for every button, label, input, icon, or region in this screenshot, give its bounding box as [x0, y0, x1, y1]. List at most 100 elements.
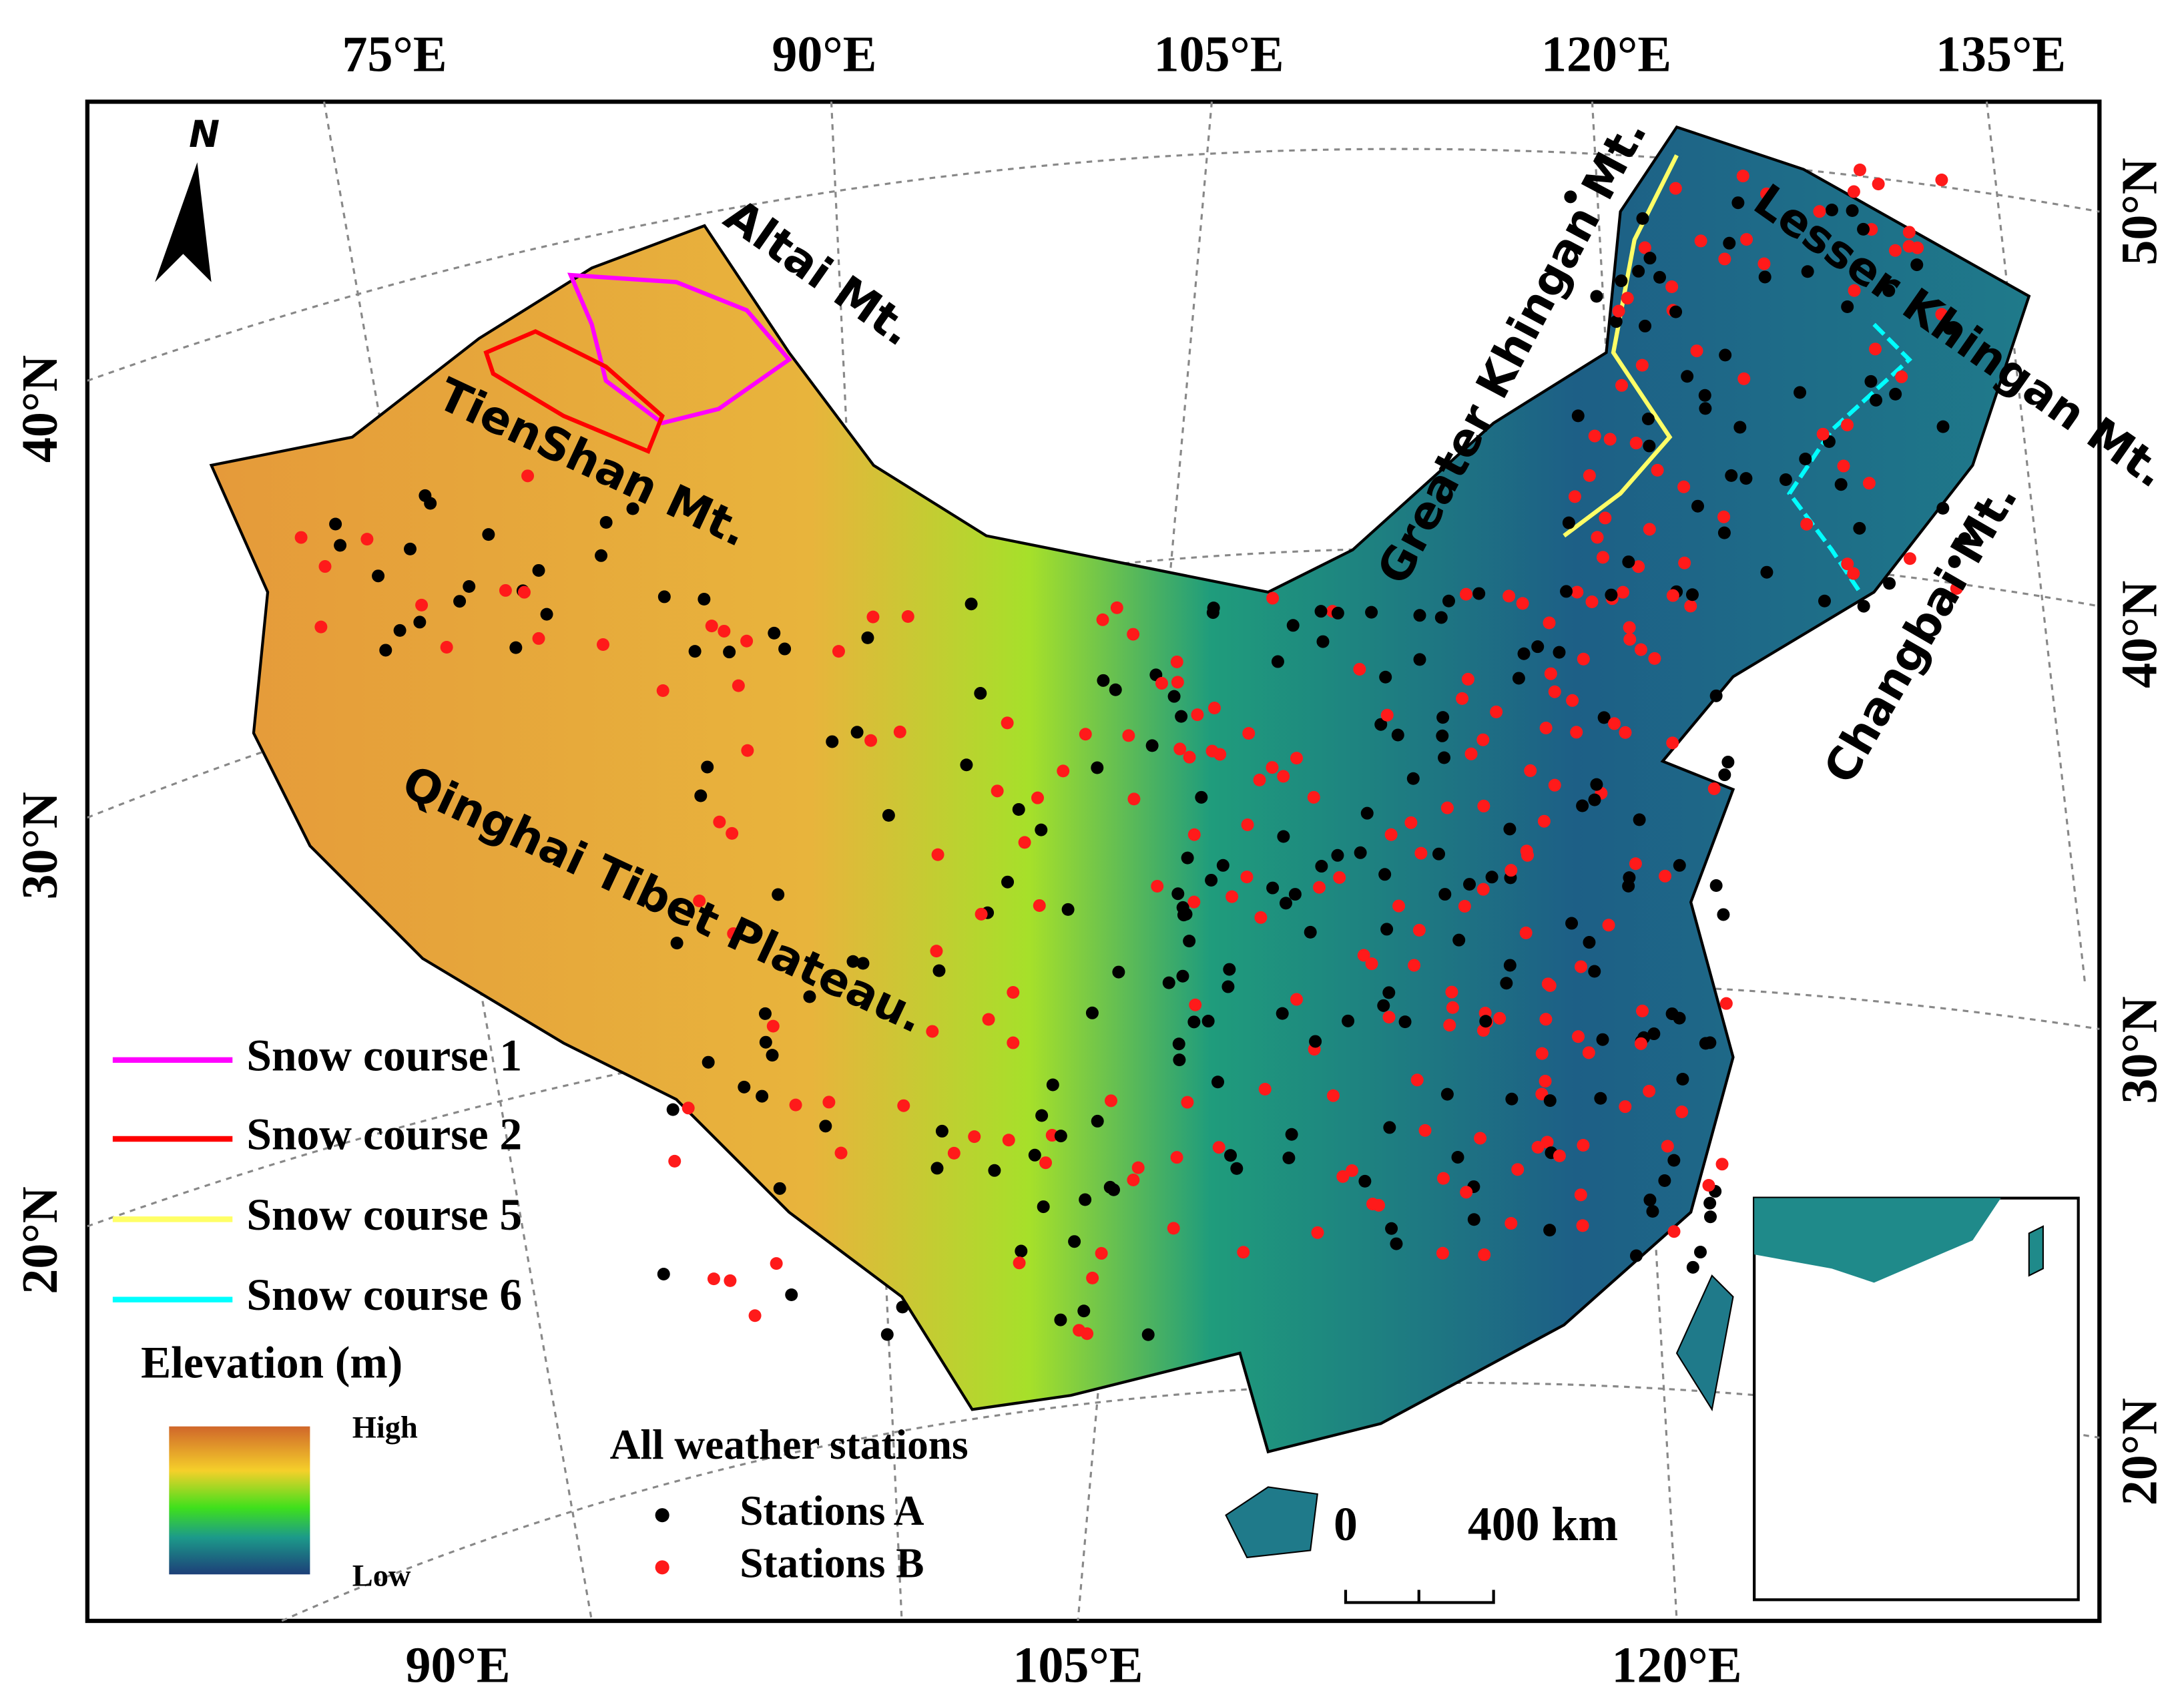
station-dot [626, 502, 639, 515]
station-dot [1641, 413, 1655, 426]
station-dot [1837, 459, 1850, 473]
station-dot [1847, 185, 1860, 198]
station-dot [1458, 900, 1471, 913]
station-dot [1012, 802, 1025, 816]
station-dot [1666, 736, 1679, 750]
station-dot [318, 560, 332, 573]
station-dot [1659, 869, 1672, 883]
station-dot [1634, 643, 1647, 656]
inset-land [1754, 1198, 2001, 1283]
station-dot [1127, 628, 1140, 641]
elevation-high: High [352, 1411, 418, 1445]
station-dot [1285, 1128, 1298, 1141]
station-dot [861, 631, 874, 644]
station-dot [1485, 871, 1498, 884]
station-dot [1326, 1089, 1340, 1102]
station-dot [698, 593, 711, 606]
station-dot [1438, 888, 1452, 901]
station-dot [1698, 389, 1711, 402]
station-dot [532, 632, 545, 645]
station-dot [756, 1090, 769, 1103]
top-lon-label: 75°E [342, 26, 447, 82]
station-dot [738, 1080, 751, 1094]
station-dot [1091, 1114, 1104, 1128]
station-dot [1266, 761, 1279, 774]
station-dot [1127, 1173, 1140, 1186]
station-dot [1410, 1073, 1424, 1087]
station-dot [1596, 551, 1609, 564]
station-dot [1307, 790, 1320, 804]
station-dot [688, 645, 702, 658]
legend-dot [655, 1560, 669, 1575]
station-dot [1910, 258, 1924, 272]
station-dot [1596, 1033, 1609, 1046]
station-dot [1230, 1162, 1244, 1175]
station-dot [1061, 903, 1075, 916]
station-dot [1539, 1074, 1552, 1087]
station-dot [819, 1120, 832, 1133]
station-dot [1669, 182, 1682, 195]
station-dot [1577, 1139, 1590, 1152]
station-dot [657, 1267, 670, 1280]
stations-legend-label: Stations A [740, 1487, 924, 1534]
station-dot [1172, 1037, 1185, 1051]
station-dot [1958, 532, 1971, 545]
station-dot [759, 1035, 772, 1049]
station-dot [1151, 880, 1164, 893]
station-dot [1717, 510, 1731, 523]
station-dot [1237, 1246, 1250, 1259]
station-dot [1643, 439, 1656, 453]
station-dot [1379, 670, 1392, 684]
right-lat-label: 50°N [2111, 158, 2167, 265]
station-dot [1669, 305, 1683, 318]
station-dot [1145, 739, 1159, 752]
north-arrow [155, 162, 212, 282]
station-dot [1170, 1151, 1183, 1164]
station-dot [1170, 655, 1183, 668]
station-dot [766, 1049, 779, 1062]
station-dot [1358, 1174, 1372, 1188]
station-dot [846, 955, 860, 968]
station-dot [1694, 234, 1707, 248]
station-dot [1590, 778, 1603, 791]
station-dot [1336, 1170, 1350, 1183]
station-dot [1548, 778, 1561, 792]
station-dot [1935, 308, 1948, 321]
station-dot [1635, 358, 1649, 372]
station-dot [1240, 871, 1254, 884]
station-dot [1187, 828, 1201, 841]
bottom-lon-label: 120°E [1612, 1637, 1742, 1693]
station-dot [1608, 717, 1621, 730]
station-dot [1665, 280, 1679, 294]
station-dot [1467, 1213, 1480, 1226]
station-dot [968, 1130, 981, 1144]
station-dot [1853, 164, 1866, 177]
station-dot [1691, 499, 1705, 513]
station-dot [1253, 773, 1266, 786]
station-dot [1028, 1148, 1041, 1162]
station-dot [1162, 976, 1175, 989]
station-dot [1095, 1246, 1108, 1260]
station-dot [930, 1162, 944, 1175]
station-dot [1531, 1140, 1545, 1154]
station-dot [732, 679, 745, 692]
station-dot [1629, 1249, 1643, 1262]
station-dot [1096, 613, 1109, 626]
station-dot [453, 595, 467, 608]
station-dot [1678, 556, 1691, 569]
station-dot [1109, 683, 1122, 696]
station-dot [822, 1096, 836, 1109]
station-dot [540, 608, 553, 621]
station-dot [1541, 977, 1555, 991]
station-dot [1436, 711, 1450, 724]
station-dot [773, 1182, 786, 1195]
station-dot [882, 808, 895, 822]
station-dot [1516, 597, 1529, 610]
station-dot [1603, 433, 1617, 446]
station-dot [1757, 257, 1771, 270]
station-dot [1629, 857, 1642, 871]
station-dot [1279, 897, 1292, 910]
station-dot [1382, 1011, 1396, 1024]
station-dot [1566, 694, 1579, 707]
